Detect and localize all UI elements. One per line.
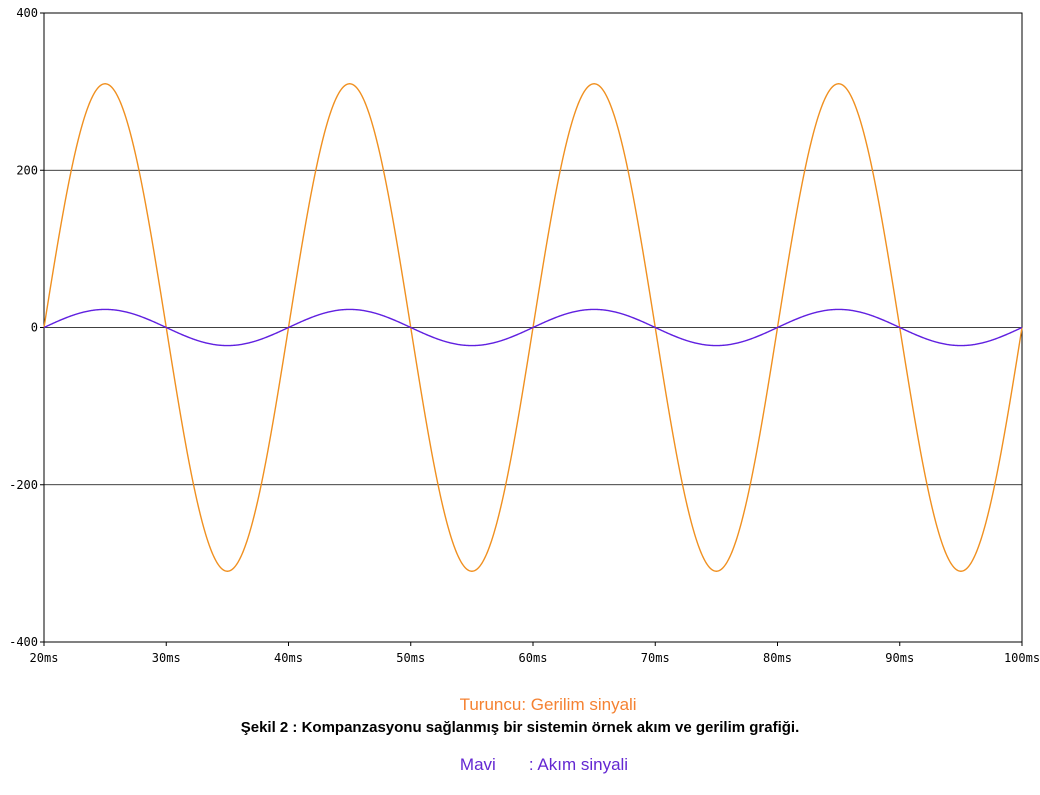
y-tick-label: -400 bbox=[9, 635, 38, 649]
legend-current-name: Mavi bbox=[459, 755, 496, 774]
y-tick-label: 200 bbox=[16, 163, 38, 177]
x-tick-label: 60ms bbox=[519, 651, 548, 665]
x-tick-label: 90ms bbox=[885, 651, 914, 665]
legend-current-label: Akım sinyali bbox=[537, 755, 629, 774]
x-tick-label: 30ms bbox=[152, 651, 181, 665]
grid-lines bbox=[40, 12, 1023, 646]
figure-caption: Şekil 2 : Kompanzasyonu sağlanmış bir si… bbox=[240, 719, 800, 736]
series-layer bbox=[43, 83, 1023, 572]
legend-voltage-name: Turuncu bbox=[459, 695, 522, 714]
x-tick-label: 20ms bbox=[30, 651, 59, 665]
y-tick-label: -200 bbox=[9, 478, 38, 492]
tick-labels: 400 200 0 -200 -400 20ms 30ms 40ms 50ms 60ms 70ms 8… bbox=[9, 6, 1040, 665]
series-line-current bbox=[43, 308, 1023, 347]
legend-entry-current: Mavi : Akım sinyali bbox=[441, 735, 637, 795]
legend-current-sep: : bbox=[495, 755, 538, 774]
legend-voltage-label: Gerilim sinyali bbox=[530, 695, 637, 714]
x-tick-label: 40ms bbox=[274, 651, 303, 665]
y-tick-label: 400 bbox=[16, 6, 38, 20]
x-tick-label: 80ms bbox=[763, 651, 792, 665]
chart: 400 200 0 -200 -400 20ms 30ms 40ms 50ms 60ms 70ms 8… bbox=[9, 6, 1040, 665]
x-tick-label: 50ms bbox=[396, 651, 425, 665]
legend-voltage-sep: : bbox=[521, 695, 531, 714]
y-tick-label: 0 bbox=[31, 321, 38, 335]
x-tick-label: 70ms bbox=[641, 651, 670, 665]
legend-entry-voltage: Turuncu: Gerilim sinyali bbox=[441, 675, 637, 735]
x-tick-label: 100ms bbox=[1004, 651, 1040, 665]
